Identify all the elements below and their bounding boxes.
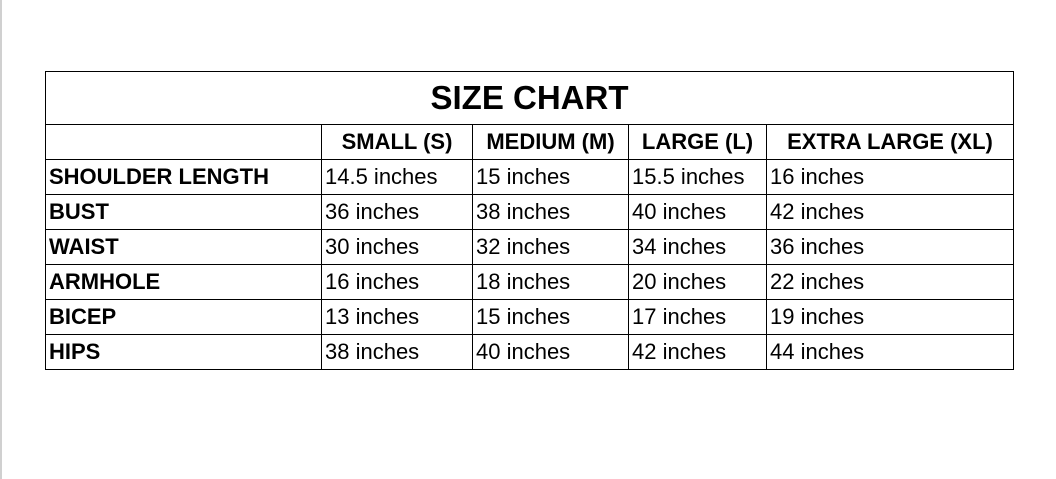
row-label: WAIST bbox=[45, 229, 322, 265]
table-row: SHOULDER LENGTH 14.5 inches 15 inches 15.5 … bbox=[45, 159, 1014, 195]
measurement-cell: 15 inches bbox=[472, 159, 629, 195]
measurement-cell: 42 inches bbox=[766, 194, 1014, 230]
measurement-cell: 40 inches bbox=[628, 194, 767, 230]
column-header-empty bbox=[45, 124, 322, 160]
table-row: BICEP 13 inches 15 inches 17 inches 19 inche… bbox=[45, 299, 1014, 335]
measurement-cell: 18 inches bbox=[472, 264, 629, 300]
measurement-cell: 34 inches bbox=[628, 229, 767, 265]
measurement-cell: 40 inches bbox=[472, 334, 629, 370]
measurement-cell: 30 inches bbox=[321, 229, 473, 265]
measurement-cell: 22 inches bbox=[766, 264, 1014, 300]
table-row: BUST 36 inches 38 inches 40 inches 42 inches bbox=[45, 194, 1014, 230]
measurement-cell: 20 inches bbox=[628, 264, 767, 300]
measurement-cell: 15 inches bbox=[472, 299, 629, 335]
measurement-cell: 16 inches bbox=[766, 159, 1014, 195]
measurement-cell: 19 inches bbox=[766, 299, 1014, 335]
measurement-cell: 16 inches bbox=[321, 264, 473, 300]
row-label: BUST bbox=[45, 194, 322, 230]
measurement-cell: 44 inches bbox=[766, 334, 1014, 370]
measurement-cell: 36 inches bbox=[321, 194, 473, 230]
measurement-cell: 38 inches bbox=[321, 334, 473, 370]
column-header-small: SMALL (S) bbox=[321, 124, 473, 160]
measurement-cell: 32 inches bbox=[472, 229, 629, 265]
column-header-extra-large: EXTRA LARGE (XL) bbox=[766, 124, 1014, 160]
header-row: SMALL (S) MEDIUM (M) LARGE (L) EXTRA LAR… bbox=[45, 124, 1014, 160]
window-edge bbox=[0, 0, 2, 479]
row-label: HIPS bbox=[45, 334, 322, 370]
measurement-cell: 13 inches bbox=[321, 299, 473, 335]
measurement-cell: 17 inches bbox=[628, 299, 767, 335]
measurement-cell: 14.5 inches bbox=[321, 159, 473, 195]
measurement-cell: 36 inches bbox=[766, 229, 1014, 265]
table-row: ARMHOLE 16 inches 18 inches 20 inches 22 inc… bbox=[45, 264, 1014, 300]
column-header-large: LARGE (L) bbox=[628, 124, 767, 160]
size-chart-table: SIZE CHART SMALL (S) MEDIUM (M) LARGE (L… bbox=[45, 71, 1014, 370]
chart-title: SIZE CHART bbox=[45, 71, 1014, 125]
title-row: SIZE CHART bbox=[45, 71, 1014, 125]
row-label: ARMHOLE bbox=[45, 264, 322, 300]
measurement-cell: 42 inches bbox=[628, 334, 767, 370]
row-label: BICEP bbox=[45, 299, 322, 335]
measurement-cell: 15.5 inches bbox=[628, 159, 767, 195]
table-row: HIPS 38 inches 40 inches 42 inches 44 inches bbox=[45, 334, 1014, 370]
table-row: WAIST 30 inches 32 inches 34 inches 36 inche… bbox=[45, 229, 1014, 265]
measurement-cell: 38 inches bbox=[472, 194, 629, 230]
row-label: SHOULDER LENGTH bbox=[45, 159, 322, 195]
column-header-medium: MEDIUM (M) bbox=[472, 124, 629, 160]
